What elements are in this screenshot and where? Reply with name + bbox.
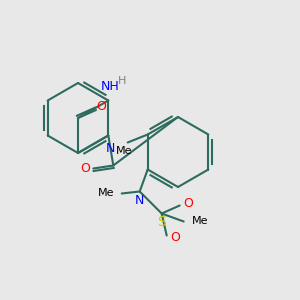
Text: N: N: [106, 142, 115, 154]
Text: O: O: [170, 231, 180, 244]
Text: S: S: [157, 215, 166, 230]
Text: Me: Me: [98, 188, 115, 199]
Text: NH: NH: [101, 80, 120, 94]
Text: O: O: [96, 100, 106, 112]
Text: H: H: [118, 76, 127, 86]
Text: O: O: [183, 197, 193, 210]
Text: O: O: [80, 162, 90, 175]
Text: Me: Me: [192, 217, 208, 226]
Text: N: N: [135, 194, 144, 208]
Text: Me: Me: [116, 146, 132, 157]
